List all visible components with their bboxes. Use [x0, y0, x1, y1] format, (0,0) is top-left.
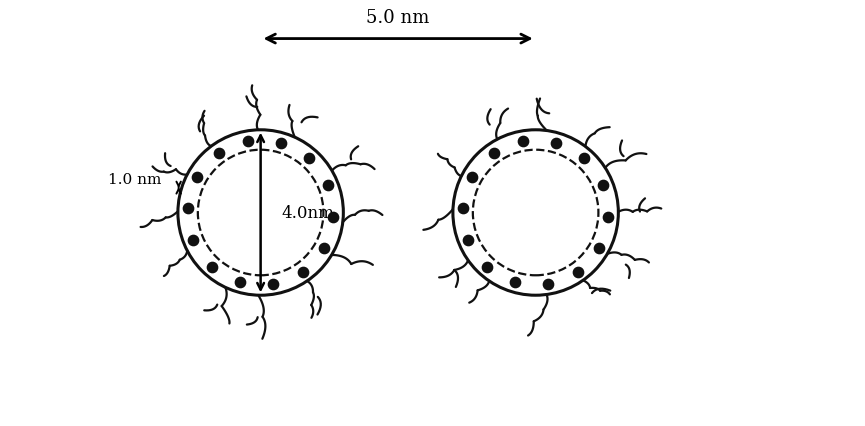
Point	[480, 264, 494, 271]
Text: 1.0 nm: 1.0 nm	[108, 173, 162, 187]
Point	[190, 175, 204, 181]
Point	[456, 205, 470, 212]
Point	[593, 245, 606, 251]
Point	[601, 214, 615, 221]
Point	[296, 269, 310, 276]
Point	[266, 281, 279, 288]
Point	[205, 264, 219, 271]
Point	[302, 155, 316, 162]
Point	[241, 138, 255, 145]
Point	[487, 150, 501, 157]
Point	[187, 237, 201, 244]
Point	[465, 175, 479, 181]
Text: 5.0 nm: 5.0 nm	[367, 9, 430, 27]
Point	[516, 138, 530, 145]
Point	[541, 281, 554, 288]
Point	[317, 245, 331, 251]
Point	[321, 182, 335, 189]
Point	[571, 269, 585, 276]
Point	[549, 140, 563, 147]
Text: 4.0nm: 4.0nm	[282, 204, 335, 222]
Point	[462, 237, 476, 244]
Point	[577, 155, 591, 162]
Point	[509, 279, 522, 286]
Point	[181, 205, 195, 212]
Point	[326, 214, 340, 221]
Point	[274, 140, 288, 147]
Point	[234, 279, 247, 286]
Point	[212, 150, 226, 157]
Point	[596, 182, 610, 189]
